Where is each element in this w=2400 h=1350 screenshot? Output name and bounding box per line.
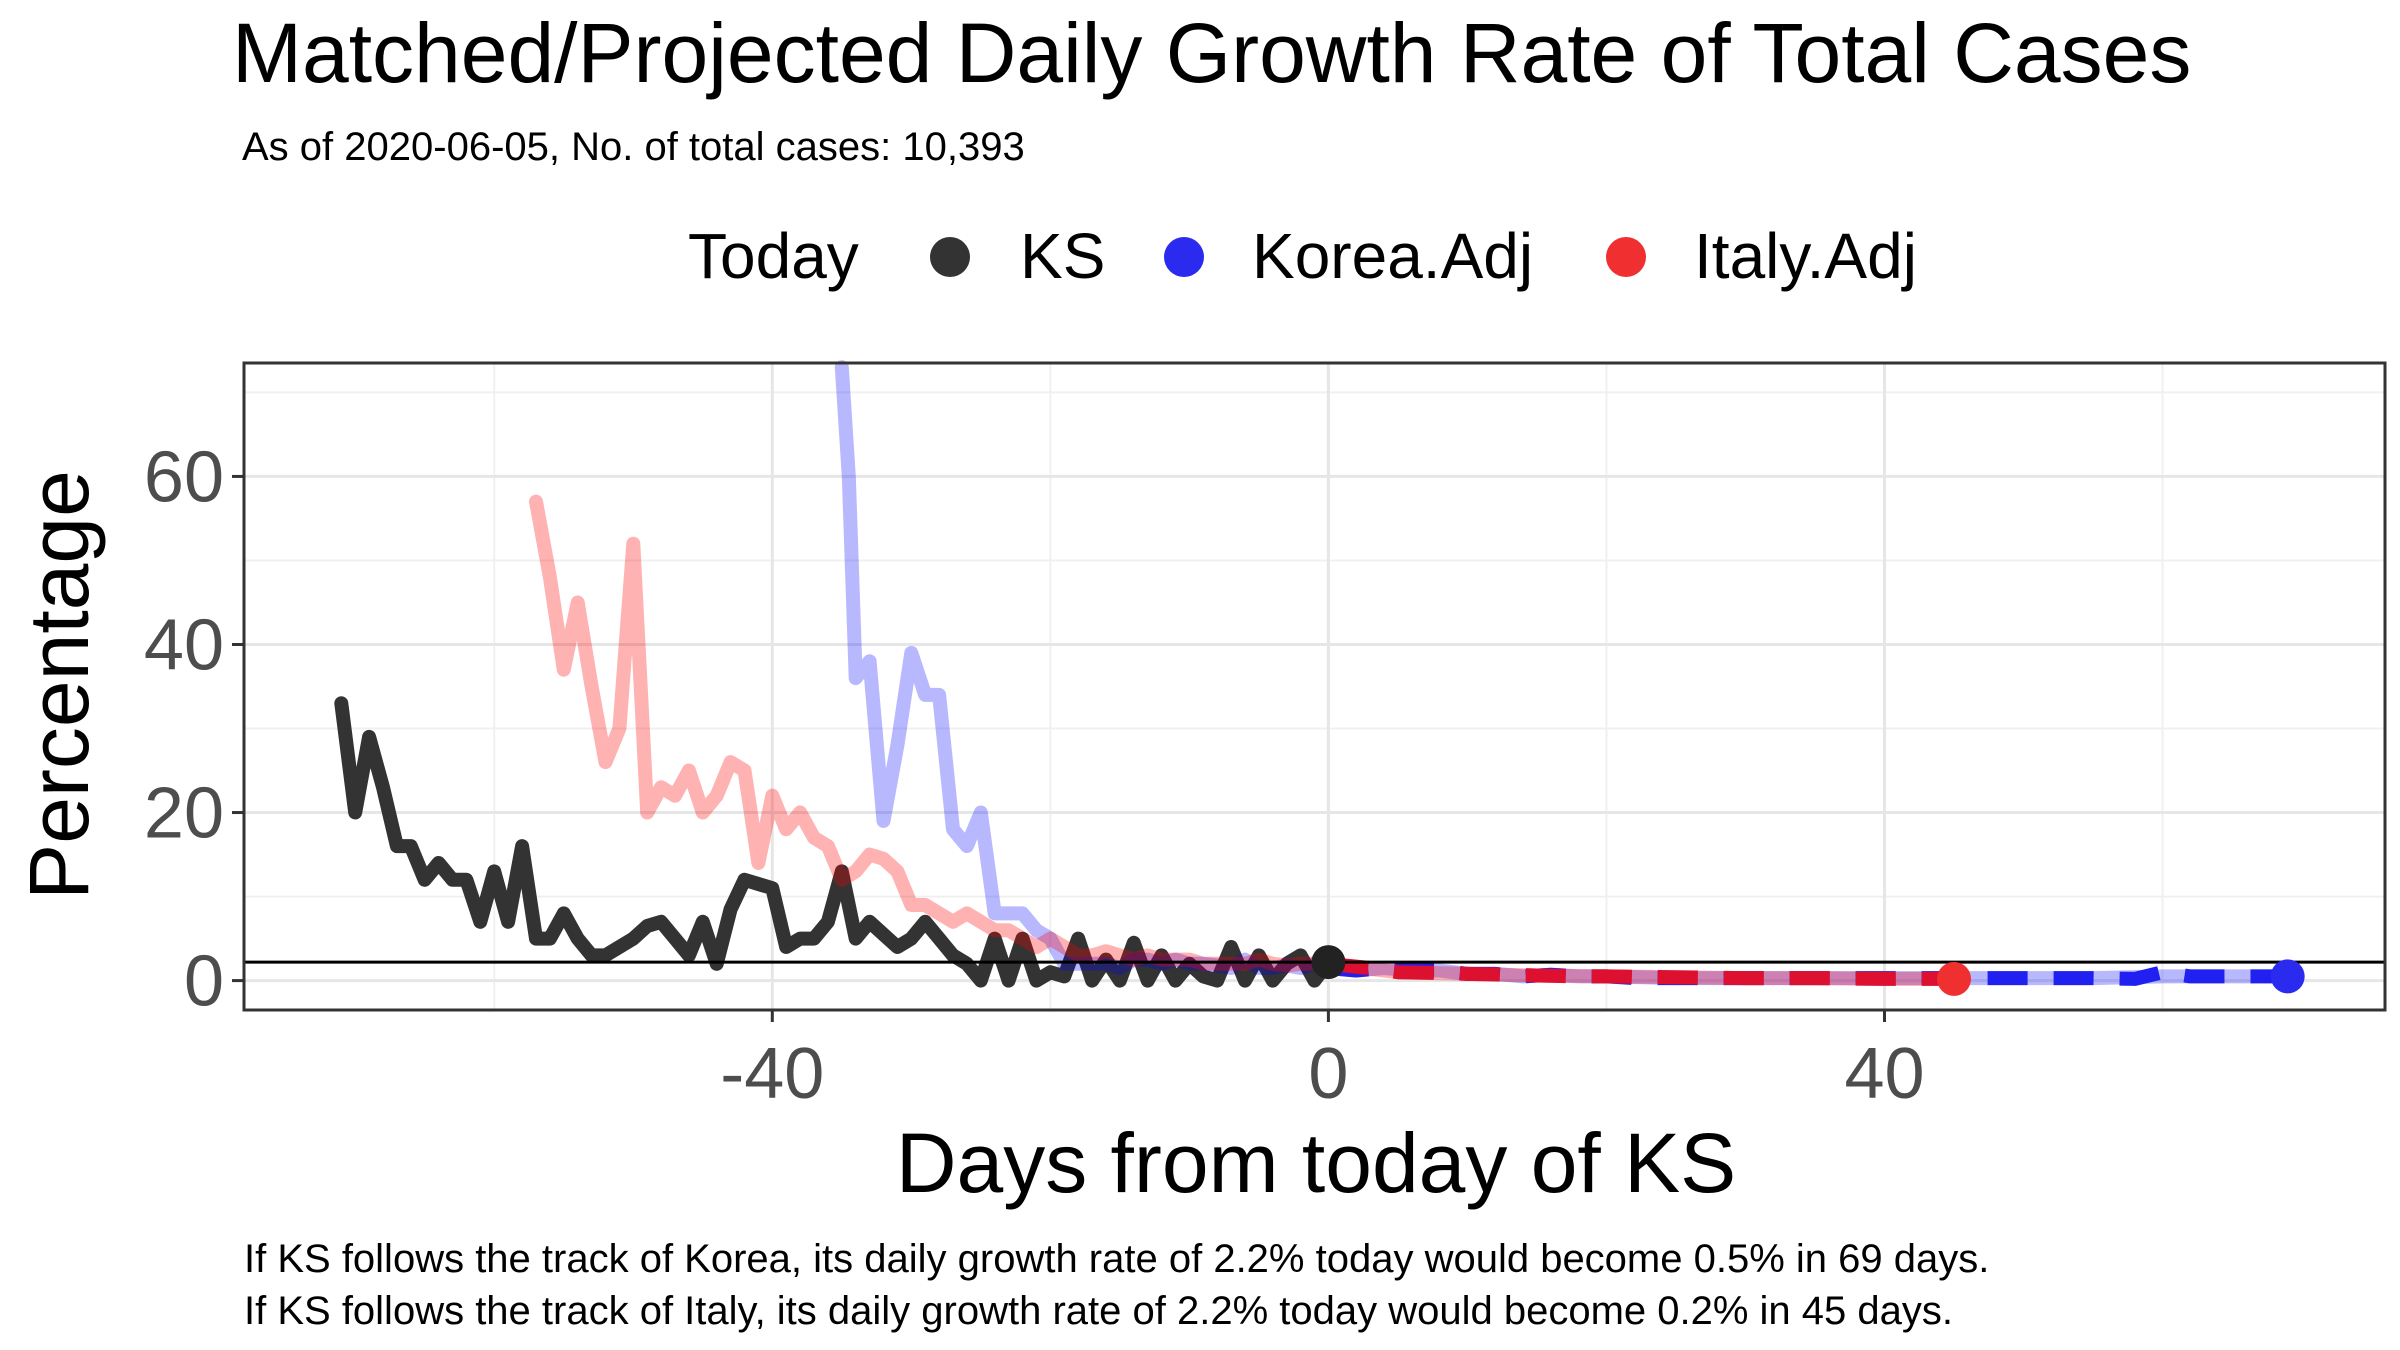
point-korea-adj-today [2270, 959, 2305, 994]
series-line-korea-adj-projected [1327, 961, 2288, 986]
plot-panel [244, 363, 2385, 1010]
x-tick-label: 0 [1308, 1034, 1348, 1114]
legend: Today KS Korea.Adj Italy.Adj [688, 220, 1917, 292]
series-line-korea-adj [834, 360, 2295, 986]
y-axis-label: Percentage [12, 470, 106, 900]
footnote-italy: If KS follows the track of Italy, its da… [244, 1289, 1953, 1333]
y-tick-label: 0 [184, 942, 224, 1022]
series-line-italy-adj-projected [1327, 956, 1954, 986]
footnote-korea: If KS follows the track of Korea, its da… [244, 1237, 1989, 1281]
legend-item-ks: KS [930, 220, 1105, 292]
y-tick-label: 60 [144, 437, 224, 517]
plot-border [242, 361, 2387, 1012]
legend-item-korea-adj: Korea.Adj [1164, 220, 1533, 292]
legend-label-italy-adj: Italy.Adj [1694, 220, 1917, 292]
point-italy-adj-today [1937, 961, 1972, 996]
legend-label-korea-adj: Korea.Adj [1252, 220, 1533, 292]
legend-key-ks [930, 237, 970, 277]
chart-title: Matched/Projected Daily Growth Rate of T… [232, 6, 2191, 100]
legend-label-ks: KS [1020, 220, 1105, 292]
x-tick-label: -40 [720, 1034, 824, 1114]
legend-item-italy-adj: Italy.Adj [1606, 220, 1917, 292]
y-tick-label: 40 [144, 605, 224, 685]
legend-title: Today [688, 220, 859, 292]
plot-area [242, 360, 2387, 1012]
x-tick-label: 40 [1844, 1034, 1924, 1114]
chart-subtitle: As of 2020-06-05, No. of total cases: 10… [242, 125, 1025, 169]
legend-key-korea-adj [1164, 237, 1204, 277]
x-axis-label: Days from today of KS [896, 1116, 1736, 1210]
legend-key-italy-adj [1606, 237, 1646, 277]
series-line-ks [334, 696, 1336, 988]
y-tick-label: 20 [144, 774, 224, 854]
series-line-italy-adj [529, 494, 1961, 986]
point-ks-today [1311, 945, 1346, 980]
